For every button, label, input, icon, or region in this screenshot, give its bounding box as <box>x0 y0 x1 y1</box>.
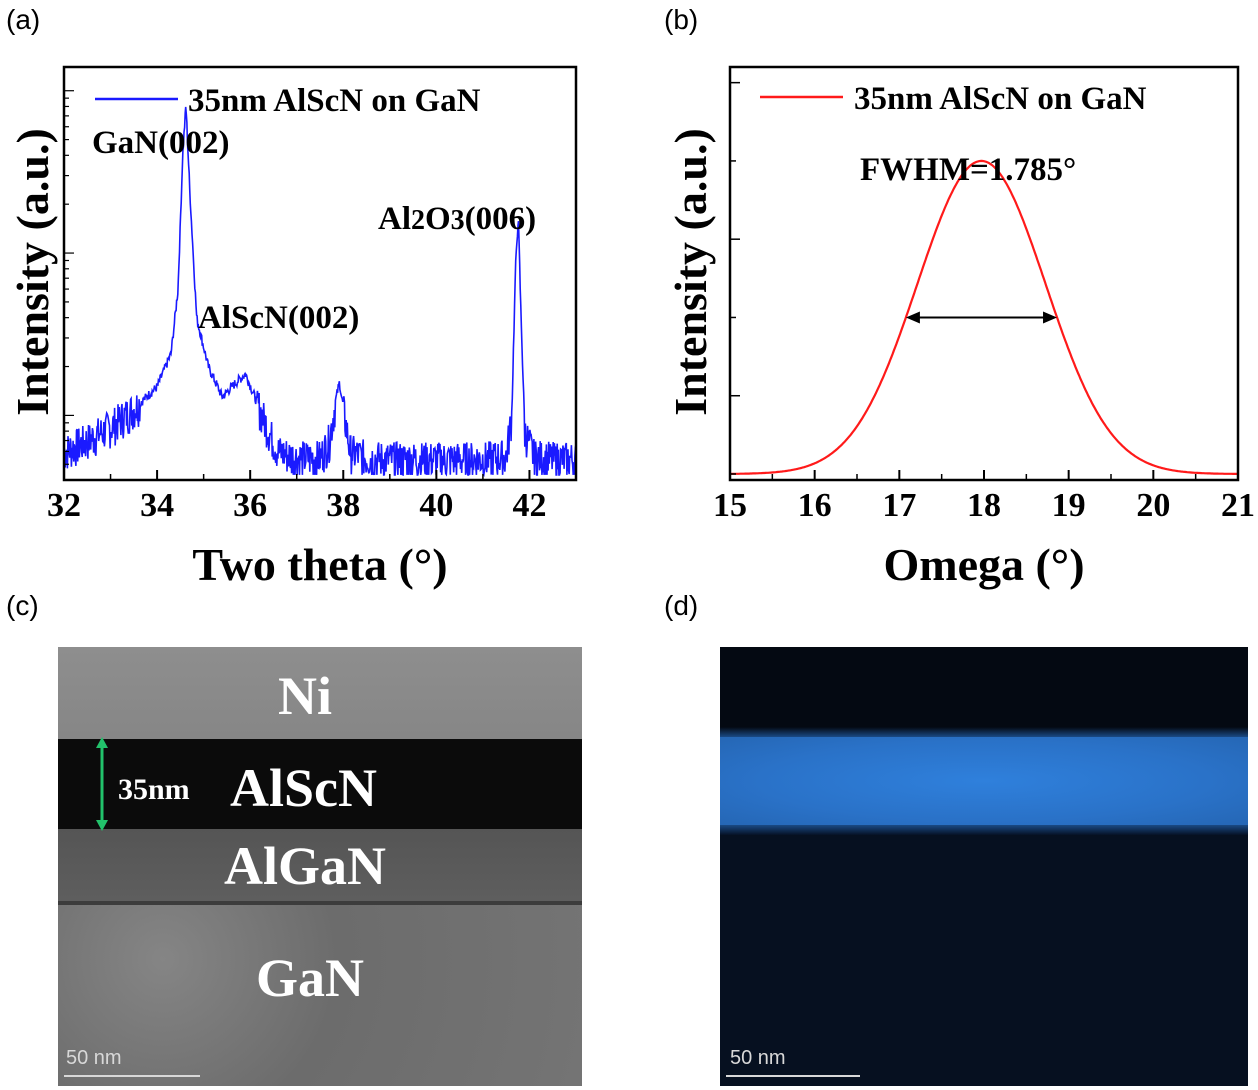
x-tick-label: 40 <box>419 487 453 524</box>
panel-label-c: (c) <box>6 590 39 621</box>
peak-label-alscn: AlScN(002) <box>198 300 359 336</box>
x-tick-label: 32 <box>47 487 81 524</box>
band-top-fade <box>720 727 1248 737</box>
fwhm-annotation: FWHM=1.785° <box>860 152 1076 188</box>
fwhm-arrow-right <box>1043 311 1058 324</box>
plot-frame <box>728 65 1240 482</box>
x-tick-label: 20 <box>1136 487 1170 524</box>
x-axis-title: Omega (°) <box>883 539 1084 590</box>
x-tick-label: 38 <box>326 487 360 524</box>
x-tick-label: 18 <box>967 487 1001 524</box>
legend-entry: 35nm AlScN on GaN <box>188 83 481 119</box>
series-line <box>729 159 1238 475</box>
x-tick-label: 34 <box>140 487 174 524</box>
scale-bar-label: 50 nm <box>66 1047 122 1069</box>
y-axis-title-b-holder: Intensity (a.u.) <box>665 128 716 416</box>
legend-entry: 35nm AlScN on GaN <box>854 81 1147 117</box>
tem-cross-section-image: Ni AlScN AlGaN GaN 35nm 50 nm <box>58 647 582 1086</box>
fwhm-arrow-left <box>905 311 920 324</box>
scale-bar-label: 50 nm <box>730 1047 786 1069</box>
ni-layer <box>58 647 582 739</box>
thickness-arrow <box>96 737 108 831</box>
x-tick-label: 21 <box>1221 487 1255 524</box>
thickness-label: 35nm <box>118 773 190 806</box>
algan-layer <box>58 829 582 901</box>
panel-label-d: (d) <box>664 590 699 621</box>
x-tick-label: 16 <box>798 487 832 524</box>
peak-label-gan: GaN(002) <box>92 125 229 161</box>
x-tick-label: 42 <box>512 487 546 524</box>
layer-label-algan: AlGaN <box>224 836 386 896</box>
peak-label-al2o3: Al2O3(006) <box>378 201 536 237</box>
panel-label-a: (a) <box>6 4 41 35</box>
eds-map-image: 50 nm <box>720 647 1248 1086</box>
y-axis-title: Intensity (a.u.) <box>665 128 716 416</box>
lower-noise <box>720 835 1248 1086</box>
scale-bar <box>726 1075 860 1077</box>
gan-layer <box>58 905 582 1086</box>
x-tick-label: 17 <box>882 487 916 524</box>
x-tick-label: 19 <box>1052 487 1086 524</box>
layer-label-gan: GaN <box>256 948 364 1008</box>
band-bottom-fade <box>720 825 1248 835</box>
series-line <box>63 106 577 477</box>
x-axis-title: Two theta (°) <box>192 539 447 590</box>
interface-line <box>58 901 582 905</box>
alscn-layer <box>58 739 582 829</box>
panel-label-b: (b) <box>664 4 699 35</box>
xrd-two-theta-chart: 32 34 36 38 40 42 35nm AlScN on GaN GaN(002) … <box>7 65 578 590</box>
scale-bar <box>64 1075 200 1077</box>
layer-label-ni: Ni <box>278 666 332 726</box>
omega-rocking-curve-chart: 15 16 17 18 19 20 21 35nm AlScN on GaN FWHM=1.… <box>713 65 1255 590</box>
sc-signal-band <box>720 735 1248 827</box>
y-axis-title: Intensity (a.u.) <box>7 128 58 416</box>
layer-label-alscn: AlScN <box>230 758 377 818</box>
x-tick-label: 15 <box>713 487 747 524</box>
x-tick-label: 36 <box>233 487 267 524</box>
plot-frame <box>62 65 578 482</box>
